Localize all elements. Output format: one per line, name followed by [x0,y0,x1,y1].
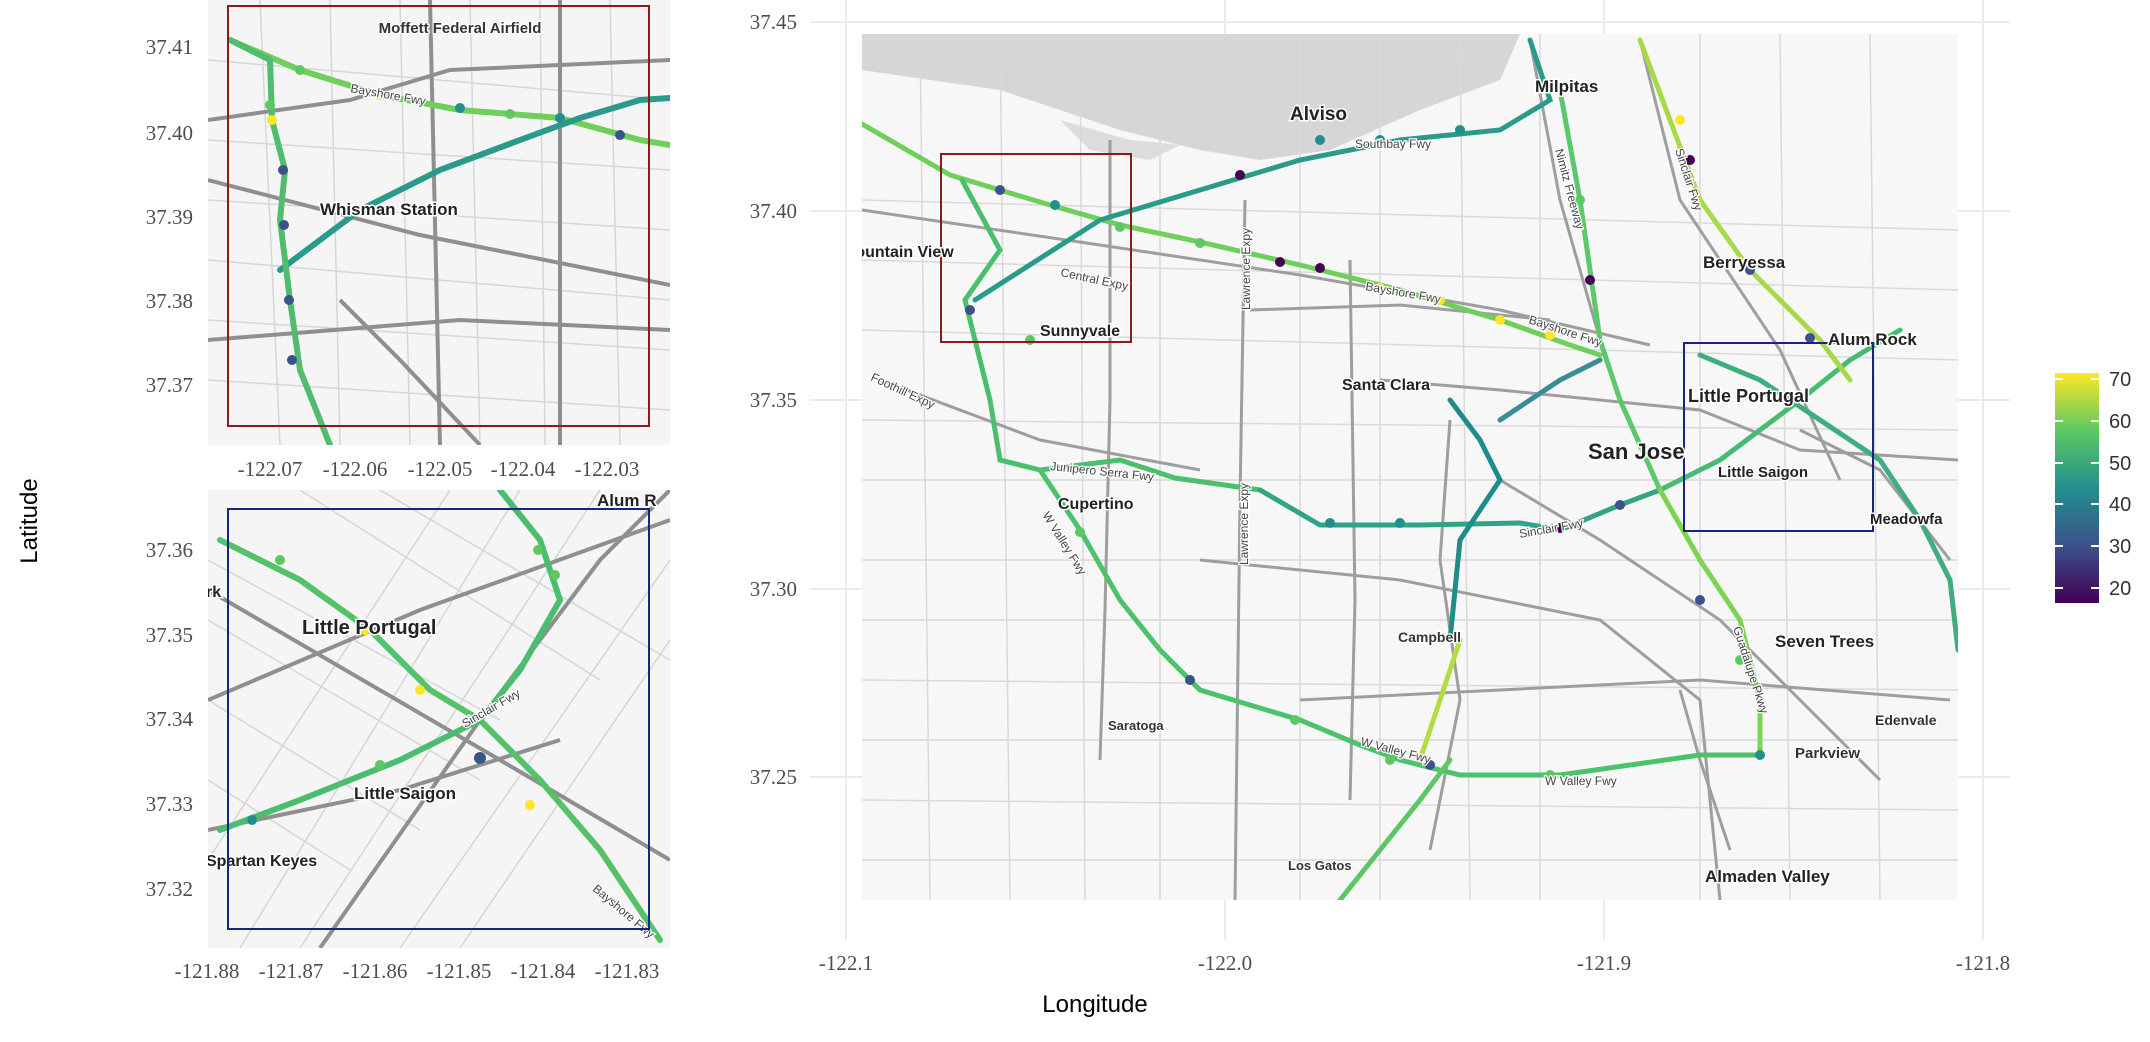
legend-tick: 20 [2109,578,2131,600]
road-label: Lawrence Expy [1239,228,1253,310]
colorbar [2055,373,2099,603]
inset-top-x-ticks: -122.07 -122.06 -122.05 -122.04 -122.03 [238,457,640,481]
inset-top-y-ticks: 37.41 37.40 37.39 37.38 37.37 [146,35,193,397]
legend-tick: 70 [2109,369,2131,391]
x-tick-label: -121.87 [259,959,324,983]
x-tick-label: -122.1 [819,951,873,975]
y-axis-title: Latitude [16,478,43,563]
y-tick-label: 37.37 [146,373,193,397]
y-tick-label: 37.34 [146,707,194,731]
inset-top-extent-box [940,153,1132,343]
y-tick-label: 37.30 [750,577,797,601]
inset-bottom-extent-box [1683,342,1874,532]
y-tick-label: 37.35 [146,623,193,647]
x-tick-label: -122.0 [1198,951,1252,975]
y-tick-label: 37.35 [750,388,797,412]
x-tick-label: -122.03 [575,457,640,481]
place-label: San Jose [1588,439,1685,464]
inset-bottom-basemap: Little Portugal Little Saigon Spartan Ke… [206,490,670,948]
y-tick-label: 37.36 [146,538,193,562]
place-label: Saratoga [1108,718,1164,733]
legend-tick: 30 [2109,536,2131,558]
x-tick-label: -121.8 [1956,951,2010,975]
place-label: Cupertino [1058,496,1134,513]
main-map-panel: Alviso Milpitas Berryessa Alum Rock Moun… [750,0,2010,975]
place-label: Milpitas [1535,77,1598,96]
road-label: Southbay Fwy [1355,137,1431,151]
inset-top-frame [227,5,650,427]
x-tick-label: -122.05 [408,457,473,481]
place-label: Los Gatos [1288,858,1352,873]
place-label: Little Saigon [354,784,456,803]
place-label: Berryessa [1703,253,1786,272]
x-tick-label: -121.84 [511,959,576,983]
place-label: Mountain View [842,244,954,261]
x-tick-label: -121.83 [595,959,660,983]
place-label: Meadowfa [1870,511,1943,528]
almaden-valley-label: Almaden Valley [1705,867,1830,886]
legend-tick: 50 [2109,453,2131,475]
place-label: Santa Clara [1342,377,1430,394]
x-axis-title: Longitude [1042,991,1147,1018]
x-tick-label: -121.86 [343,959,408,983]
x-tick-label: -121.88 [175,959,240,983]
moffett-label: Moffett Federal Airfield [379,20,542,37]
place-label: Almaden Valley [1705,867,1830,886]
main-x-ticks: -122.1 -122.0 -121.9 -121.8 [819,951,2010,975]
road-label: W Valley Fwy [1545,774,1617,788]
place-label: Campbell [1398,629,1461,645]
place-label: Little Portugal [302,617,436,639]
y-tick-label: 37.32 [146,877,193,901]
x-tick-label: -122.07 [238,457,303,481]
y-tick-label: 37.40 [750,199,797,223]
place-label: Alviso [1290,104,1347,125]
y-tick-label: 37.41 [146,35,193,59]
y-tick-label: 37.33 [146,792,193,816]
place-label: Little Saigon [1718,464,1808,481]
inset-bottom-frame [227,508,650,930]
place-label: Edenvale [1875,712,1937,728]
y-tick-label: 37.25 [750,765,797,789]
colorbar-legend: 70 60 50 40 30 20 [2055,369,2131,603]
legend-tick: 40 [2109,494,2131,516]
y-tick-label: 37.39 [146,205,193,229]
place-label: Alum R [597,491,657,510]
y-tick-label: 37.45 [750,10,797,34]
place-label: Sunnyvale [1040,323,1120,340]
x-tick-label: -121.85 [427,959,492,983]
inset-bottom-x-ticks: -121.88 -121.87 -121.86 -121.85 -121.84 … [175,959,660,983]
place-label: rk [206,584,221,601]
inset-bottom-panel: Little Portugal Little Saigon Spartan Ke… [146,490,670,983]
inset-top-basemap: Moffett Federal Airfield Whisman Station… [208,0,670,445]
main-basemap: Alviso Milpitas Berryessa Alum Rock Moun… [842,34,1958,900]
place-label: Whisman Station [320,200,458,219]
place-label: Spartan Keyes [206,853,317,870]
x-tick-label: -122.06 [323,457,388,481]
inset-top-panel: Moffett Federal Airfield Whisman Station… [146,0,670,481]
y-tick-label: 37.40 [146,121,193,145]
place-label: Parkview [1795,745,1860,762]
place-label: Little Portugal [1688,386,1809,406]
y-tick-label: 37.38 [146,289,193,313]
x-tick-label: -121.9 [1577,951,1631,975]
main-y-ticks: 37.45 37.40 37.35 37.30 37.25 [750,10,797,789]
road-label: Lawrence Expy [1237,483,1251,565]
place-label: Moffett Federal Airfield [379,20,542,37]
legend-tick: 60 [2109,411,2131,433]
place-label: Seven Trees [1775,632,1874,651]
x-tick-label: -122.04 [491,457,556,481]
place-label: Alum Rock [1828,330,1917,349]
inset-bottom-y-ticks: 37.36 37.35 37.34 37.33 37.32 [146,538,194,901]
